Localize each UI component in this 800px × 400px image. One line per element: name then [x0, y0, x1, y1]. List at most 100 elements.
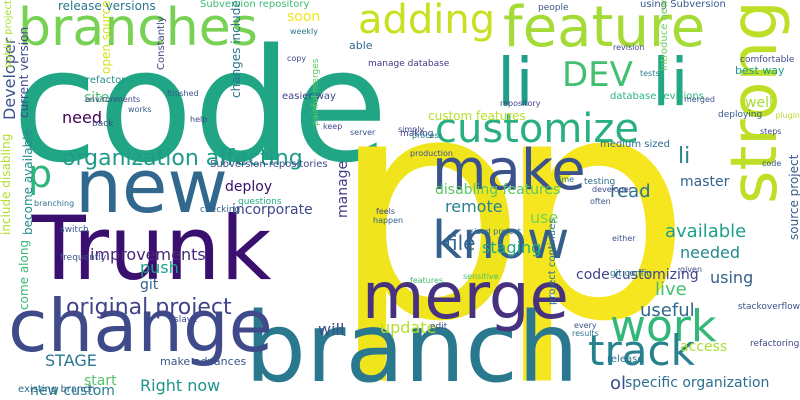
cloud-word: checking [200, 205, 241, 215]
cloud-word: every [574, 321, 597, 330]
cloud-word: DEV [562, 55, 633, 95]
cloud-word: results [572, 329, 599, 338]
cloud-word: branch [245, 292, 579, 400]
cloud-word: code [12, 15, 389, 197]
cloud-word: copy [287, 54, 307, 63]
cloud-word: soon [287, 9, 321, 25]
cloud-word: file [445, 231, 476, 255]
cloud-word: organization affecting [62, 146, 303, 171]
cloud-word: useful [640, 300, 695, 321]
cloud-word: steps [760, 127, 782, 136]
cloud-word: slave [174, 315, 198, 325]
cloud-word: current version [17, 26, 31, 118]
cloud-word: p [28, 152, 53, 196]
cloud-word: track [588, 326, 695, 375]
cloud-word: make [432, 138, 586, 203]
cloud-word: site [84, 90, 110, 106]
cloud-word: include disabling [0, 133, 13, 235]
cloud-word: database revisions [610, 91, 704, 102]
cloud-word: need [62, 108, 102, 127]
cloud-word: revision [613, 43, 645, 52]
cloud-word: branching [34, 199, 75, 208]
cloud-word: repository [500, 99, 541, 108]
cloud-word: new custom [30, 383, 115, 399]
cloud-word: deploying [718, 110, 763, 120]
cloud-word: frequently [60, 253, 107, 263]
cloud-word: feels [376, 207, 396, 216]
cloud-word: time [556, 175, 575, 184]
cloud-word: finished [167, 89, 199, 98]
cloud-word: Subversion repository [200, 0, 310, 10]
cloud-word: refactoring [750, 339, 800, 349]
cloud-word: testing [584, 177, 616, 187]
cloud-word: simply [398, 125, 425, 134]
cloud-word: given [680, 265, 703, 274]
cloud-word: customize [435, 106, 640, 152]
cloud-word: read [610, 181, 651, 202]
cloud-word: able [349, 39, 373, 52]
cloud-word: ol [610, 373, 627, 394]
cloud-word: server [350, 128, 376, 137]
cloud-word: public project [3, 0, 14, 68]
cloud-word: deploy [225, 179, 273, 195]
cloud-word: original project [66, 295, 232, 320]
cloud-word: custom features [428, 109, 526, 123]
cloud-word: remote [445, 197, 503, 216]
cloud-word: update [380, 318, 437, 337]
cloud-word: specific organization [625, 375, 770, 391]
cloud-word: painful merges [311, 58, 321, 126]
cloud-word: li [497, 44, 534, 121]
cloud-word: start [84, 373, 117, 389]
cloud-word: use [530, 208, 559, 227]
cloud-word: become available [21, 129, 35, 235]
cloud-word: merged [684, 95, 715, 104]
cloud-word: p [330, 29, 527, 390]
cloud-word: code customizing [576, 267, 699, 283]
cloud-word: disabling features [435, 182, 561, 198]
cloud-word: best way [735, 64, 785, 77]
cloud-word: production [410, 149, 453, 158]
cloud-word: manage [335, 160, 351, 218]
cloud-word: make advances [160, 355, 247, 368]
cloud-word: staging [482, 238, 542, 257]
cloud-word: will [318, 320, 345, 339]
cloud-word: release versions [58, 0, 156, 13]
cloud-word: process [412, 131, 443, 140]
cloud-word: happen [373, 216, 404, 225]
cloud-word: master [680, 174, 730, 190]
cloud-word: branches [18, 0, 258, 58]
cloud-word: needed [680, 243, 740, 262]
cloud-word: Constantly [156, 16, 167, 70]
cloud-word: people [538, 3, 569, 13]
cloud-word: STAGE [45, 351, 97, 370]
cloud-word: help [190, 115, 208, 124]
cloud-word: live [655, 279, 687, 300]
cloud-word: access [680, 339, 728, 355]
cloud-word: li [652, 44, 689, 121]
cloud-word: Trunk [32, 197, 272, 300]
cloud-word: know [432, 211, 570, 271]
cloud-word: questions [238, 197, 282, 207]
cloud-word: merge [362, 260, 569, 334]
cloud-word: back [92, 119, 114, 129]
cloud-word: well [745, 95, 773, 111]
cloud-word: medium sized [600, 139, 671, 150]
cloud-word: improvements [90, 245, 206, 264]
cloud-word: environments [85, 95, 141, 104]
cloud-word: available [665, 221, 747, 242]
cloud-word: project continues [547, 218, 558, 305]
cloud-word: existing branch [18, 384, 96, 395]
cloud-word: edit [430, 322, 448, 332]
cloud-word: keep [323, 122, 343, 131]
cloud-word: works [128, 105, 152, 114]
cloud-word: using Subversion [640, 0, 726, 10]
cloud-word: manage database [368, 59, 450, 69]
cloud-word: comfortable [740, 55, 795, 65]
cloud-word: code [762, 159, 782, 168]
cloud-word: easier way [282, 91, 336, 102]
cloud-word: sensitive [463, 272, 499, 281]
cloud-word: adding [358, 0, 496, 43]
cloud-word: feature [503, 0, 706, 60]
cloud-word: stackoverflow [737, 302, 800, 312]
cloud-word: push [140, 258, 179, 277]
